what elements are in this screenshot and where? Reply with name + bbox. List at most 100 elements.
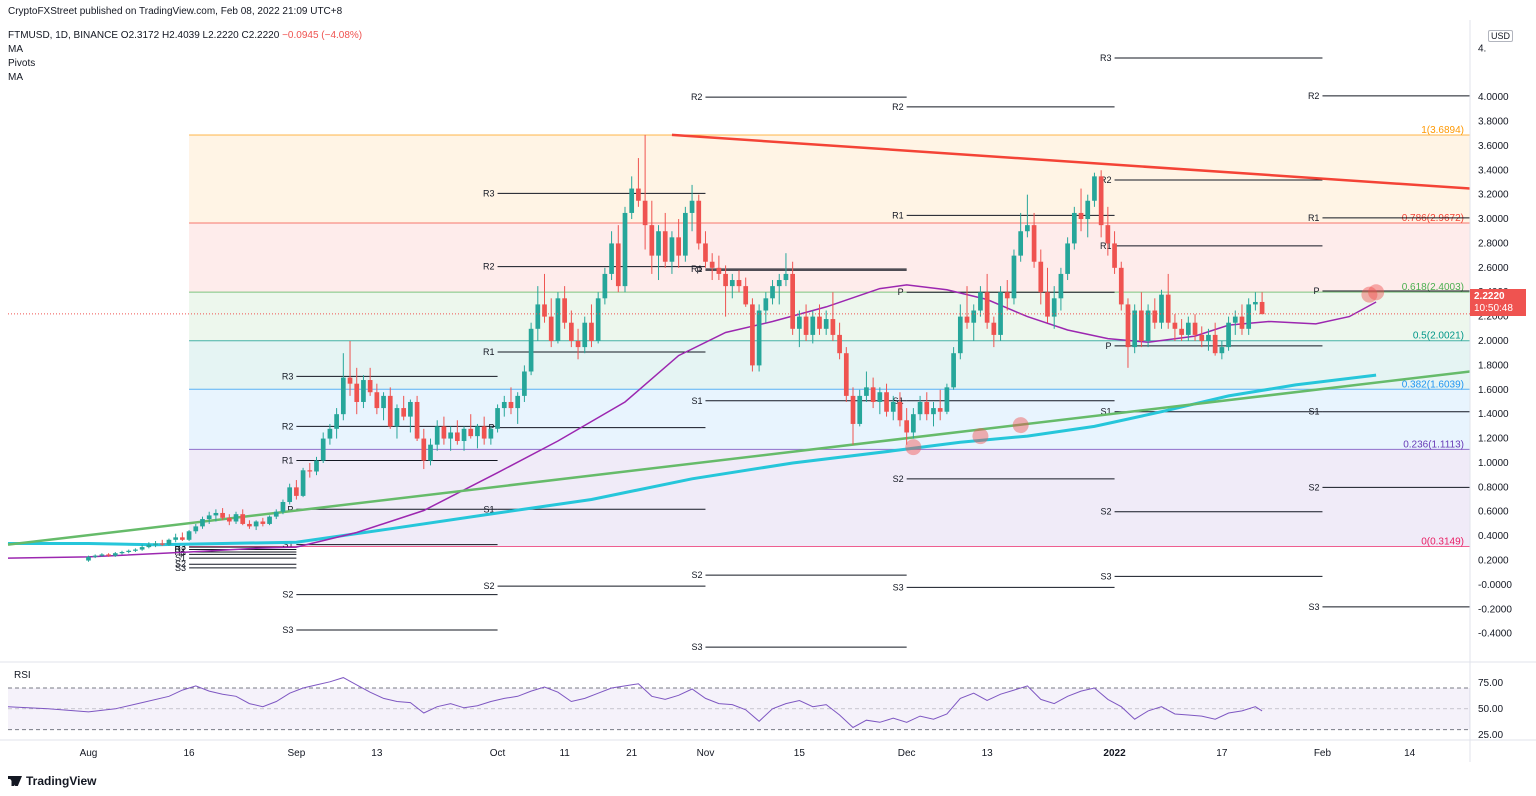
candle-body [428, 444, 433, 461]
candle-body [615, 243, 621, 287]
candle [1058, 267, 1064, 311]
candle-body [367, 380, 373, 393]
candle [971, 304, 977, 341]
pivot-5-s3-label: S3 [1101, 571, 1112, 581]
candle [508, 387, 514, 415]
pivot-3-s2-label: S2 [691, 570, 702, 580]
candle [1031, 212, 1037, 268]
candle [1253, 292, 1258, 311]
candle [387, 387, 393, 429]
pivot-0-r2-label: R2 [175, 545, 187, 555]
candle [890, 395, 896, 421]
candle [441, 416, 447, 445]
change-value: −0.0945 (−4.08%) [282, 30, 363, 41]
pivot-4-s1-label: S1 [893, 396, 904, 406]
candle [166, 538, 172, 546]
candle-body [1025, 225, 1030, 232]
candle-body [857, 395, 863, 424]
pivot-2-r3-label: R3 [483, 188, 495, 198]
candle-body [448, 432, 453, 439]
candle [300, 467, 306, 498]
candle [904, 408, 910, 445]
candle-body [790, 273, 795, 329]
candle-body [662, 231, 668, 262]
y-tick-label: -0.2000 [1478, 604, 1512, 615]
candle [528, 322, 534, 376]
candle [763, 292, 769, 323]
candle [401, 395, 407, 421]
candle-body [911, 414, 916, 433]
currency-button[interactable]: USD [1488, 30, 1514, 42]
candle [602, 267, 608, 305]
candle-body [401, 408, 407, 417]
pivot-1-s2-label: S2 [282, 590, 293, 600]
candle-body [441, 426, 447, 439]
candle [119, 550, 125, 555]
candle-body [340, 377, 346, 415]
candle [99, 553, 105, 557]
candle-body [508, 401, 514, 409]
candle [1159, 289, 1164, 329]
candle [173, 533, 179, 543]
candle-body [408, 401, 413, 417]
candle [347, 341, 353, 396]
indicator-pivots[interactable]: Pivots [8, 58, 36, 69]
candle [797, 310, 802, 348]
candle [937, 389, 943, 421]
candle [307, 462, 313, 478]
low-value: L2.2220 [202, 30, 239, 41]
candle-body [951, 353, 956, 388]
candle [1165, 273, 1171, 329]
candle-body [86, 556, 91, 561]
candle [830, 292, 836, 341]
candle-body [803, 316, 809, 335]
candle-body [609, 243, 614, 274]
indicator-ma-1[interactable]: MA [8, 44, 23, 55]
close-value: C2.2220 [241, 30, 280, 41]
candle [1259, 292, 1265, 315]
candle [86, 555, 91, 562]
candle-body [240, 514, 246, 524]
candle [515, 392, 521, 424]
candle-body [1185, 322, 1191, 335]
candle [1206, 328, 1211, 351]
fib-label-0: 0(0.3149) [1421, 537, 1464, 548]
candle [240, 509, 246, 526]
candle [924, 392, 930, 421]
pivot-6-s2-label: S2 [1308, 482, 1319, 492]
candle [421, 428, 427, 470]
candle-body [770, 286, 775, 299]
candle [683, 206, 688, 262]
y-tick-label: 0.6000 [1478, 507, 1509, 518]
x-tick-label: Dec [898, 748, 916, 759]
candle-body [461, 428, 467, 442]
candle [743, 277, 749, 307]
candle [1098, 170, 1104, 238]
candle-body [568, 322, 574, 341]
candle [750, 298, 755, 372]
indicator-ma-2[interactable]: MA [8, 72, 23, 83]
candle [1239, 304, 1245, 335]
y-tick-label: 0.8000 [1478, 482, 1509, 493]
candle [1078, 188, 1084, 232]
highlight-circle [1368, 284, 1385, 301]
candle-body [823, 319, 829, 329]
candle-body [320, 438, 326, 461]
highlight-circle [1012, 417, 1029, 434]
candle [884, 383, 889, 417]
tradingview-brand[interactable]: TradingView [8, 774, 96, 788]
candle [535, 286, 541, 341]
candle [367, 367, 373, 396]
candle [1071, 206, 1077, 250]
candle-body [890, 401, 896, 412]
candle [1139, 292, 1144, 348]
candle-body [877, 392, 883, 402]
candle [582, 316, 588, 354]
candle [106, 553, 111, 557]
candle [468, 414, 474, 439]
candle [1038, 249, 1044, 305]
candle [1025, 194, 1030, 238]
candle-body [267, 516, 272, 524]
candle [133, 548, 138, 552]
